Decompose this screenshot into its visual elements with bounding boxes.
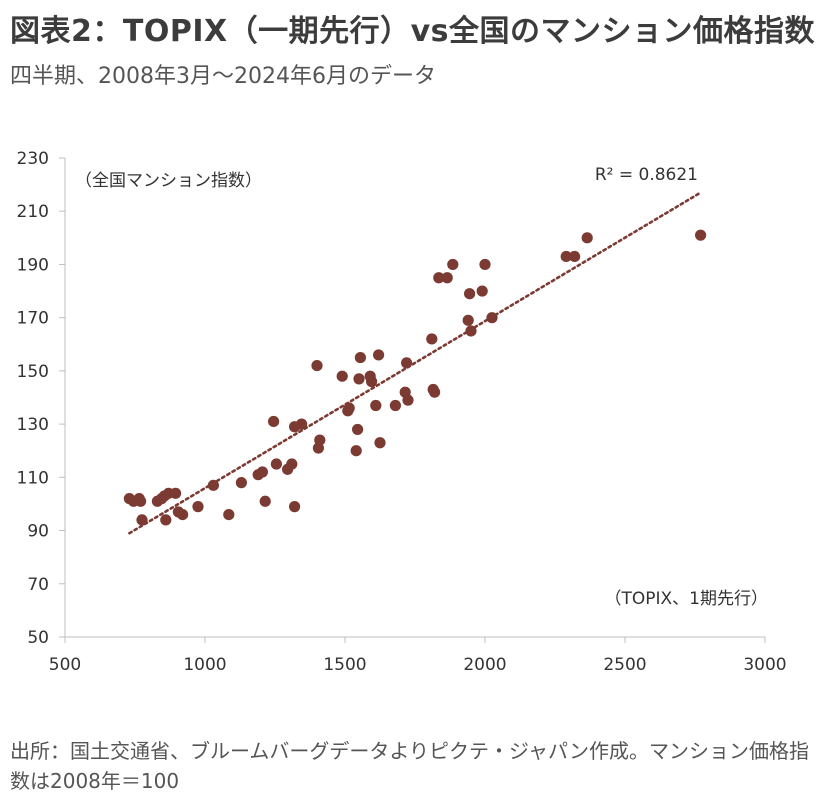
data-point (560, 250, 572, 263)
data-point (223, 508, 235, 521)
data-point (268, 415, 280, 428)
data-point (402, 394, 414, 406)
source-note: 出所：国土交通省、ブルームバーグデータよりピクテ・ジャパン作成。マンション価格指… (10, 739, 809, 793)
y-axis-title: （全国マンション指数） (75, 171, 262, 191)
data-point (464, 288, 476, 300)
y-tick-label: 90 (27, 522, 49, 542)
data-point (479, 258, 491, 271)
x-tick-label: 500 (49, 655, 81, 675)
data-point (270, 458, 282, 470)
x-tick-label: 2500 (603, 655, 646, 675)
data-point (160, 514, 172, 526)
data-point (433, 272, 445, 284)
data-point (311, 359, 323, 372)
data-point (354, 351, 366, 364)
data-point (286, 458, 298, 470)
data-point (447, 258, 459, 271)
data-point (170, 487, 182, 499)
data-point (476, 285, 488, 297)
y-tick-label: 230 (17, 149, 49, 169)
data-point (429, 386, 441, 398)
data-point (343, 402, 355, 414)
data-point (192, 501, 204, 513)
x-tick-label: 3000 (743, 655, 786, 675)
data-point (581, 232, 593, 244)
data-point (465, 325, 477, 337)
y-tick-label: 190 (17, 255, 49, 275)
data-point (374, 437, 386, 449)
data-point (426, 333, 438, 345)
x-tick-label: 2000 (463, 655, 506, 675)
data-point (350, 445, 362, 457)
page-title: 図表2：TOPIX（一期先行）vs全国のマンション価格指数 (10, 14, 816, 49)
page-subtitle: 四半期、2008年3月～2024年6月のデータ (10, 64, 436, 89)
y-tick-label: 110 (17, 468, 49, 488)
data-point (136, 514, 148, 526)
data-point (135, 495, 147, 507)
data-point (296, 418, 308, 430)
r-squared-label: R² = 0.8621 (595, 165, 698, 185)
y-tick-label: 210 (17, 202, 49, 222)
data-point (373, 349, 385, 361)
data-point (695, 229, 707, 241)
y-tick-label: 50 (27, 628, 49, 648)
data-point (370, 399, 382, 412)
data-point (569, 250, 581, 263)
data-point (486, 312, 498, 324)
data-point (256, 466, 268, 478)
y-tick-label: 170 (17, 309, 49, 329)
trendline (128, 191, 702, 535)
data-point (401, 357, 413, 369)
y-tick-label: 70 (27, 575, 49, 595)
data-point (462, 314, 474, 326)
data-point (336, 370, 348, 382)
y-tick-label: 130 (17, 415, 49, 435)
data-point (389, 399, 401, 412)
x-tick-label: 1500 (323, 655, 366, 675)
data-point (259, 495, 271, 507)
data-point (352, 423, 364, 436)
data-point (314, 434, 326, 446)
x-tick-label: 1000 (183, 655, 226, 675)
data-point (289, 501, 301, 513)
data-point (177, 508, 189, 521)
y-tick-label: 150 (17, 362, 49, 382)
data-point (441, 272, 453, 284)
x-axis-title: （TOPIX、1期先行） (605, 589, 769, 609)
data-point (235, 477, 247, 489)
data-point (207, 479, 219, 491)
data-point (366, 375, 378, 388)
data-point (353, 373, 365, 385)
